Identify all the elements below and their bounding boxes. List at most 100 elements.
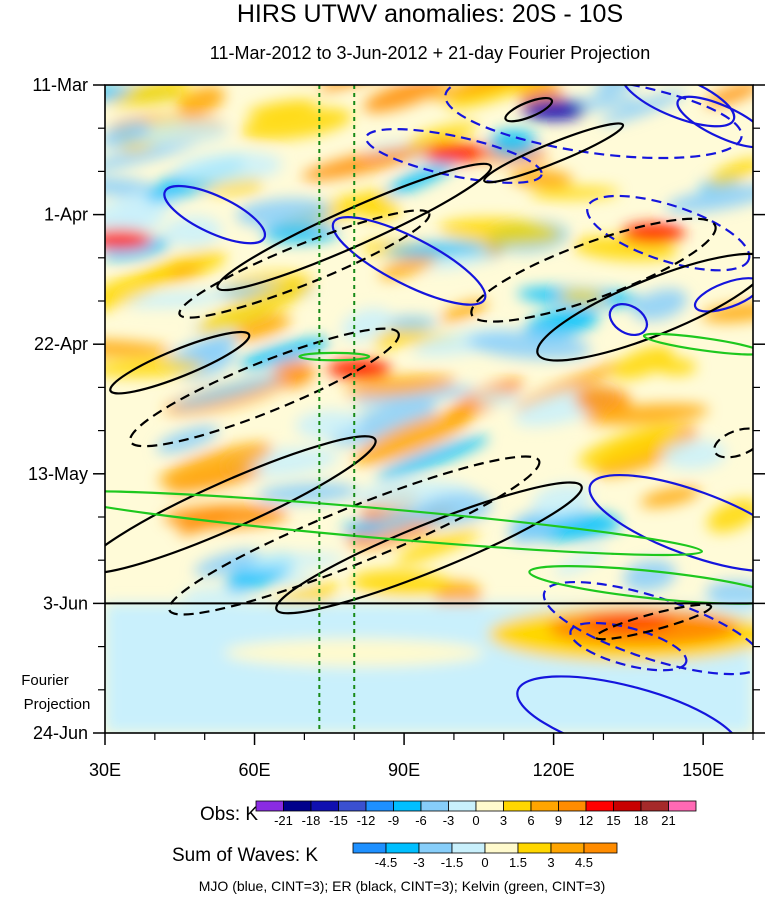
colorbar-swatch	[668, 800, 697, 812]
colorbar-tick-label: 6	[527, 813, 534, 828]
er-contour-22	[167, 455, 541, 616]
colorbar-swatch	[550, 842, 585, 854]
er-contour-13	[216, 162, 493, 292]
y-tick-label: 22-Apr	[34, 334, 88, 354]
colorbar-tick-label: 0	[472, 813, 479, 828]
colorbar-tick-label: -21	[274, 813, 293, 828]
y-tick-label: 11-Mar	[32, 75, 88, 95]
mjo-contour-9	[588, 473, 753, 573]
y-tick-label: 3-Jun	[43, 593, 88, 613]
reference-lines	[105, 85, 753, 733]
colorbar-tick-label: -1.5	[441, 855, 463, 870]
colorbar-swatch	[255, 800, 284, 812]
colorbar-swatch	[420, 800, 449, 812]
x-tick-label: 120E	[533, 760, 575, 780]
kelvin-contour-29	[298, 351, 371, 362]
colorbar-swatch	[418, 842, 453, 854]
er-contour-16	[178, 209, 431, 319]
mjo-contour-8	[693, 277, 753, 313]
kelvin-contour-27	[528, 565, 753, 605]
colorbar-tick-label: -12	[357, 813, 376, 828]
er-contour-15	[504, 96, 554, 123]
chart-title: HIRS UTWV anomalies: 20S - 10S	[237, 0, 623, 28]
er-contour-20	[129, 327, 400, 448]
fourier-label-line1: Fourier	[21, 672, 69, 689]
er-contour-21	[105, 435, 377, 575]
wave-contours	[105, 85, 753, 733]
plot-frame	[104, 84, 754, 734]
kelvin-contour-26	[105, 490, 704, 557]
colorbar-tick-label: -6	[415, 813, 427, 828]
y-axis: 11-Mar 1-Apr 22-Apr 13-May 3-Jun 24-Jun	[28, 75, 765, 743]
y-tick-label: 13-May	[28, 464, 88, 484]
mjo-contour-0	[621, 85, 736, 128]
mjo-contour-7	[608, 302, 649, 337]
colorbar-swatch	[393, 800, 422, 812]
mjo-contour-12	[516, 675, 741, 733]
er-contour-23	[275, 481, 583, 615]
colorbar-tick-label: 15	[606, 813, 620, 828]
x-tick-label: 60E	[239, 760, 271, 780]
colorbar-swatch	[448, 800, 477, 812]
colorbar-tick-label: 9	[555, 813, 562, 828]
colorbar-tick-label: 3	[500, 813, 507, 828]
colorbar-swatch	[530, 800, 559, 812]
colorbar-tick-label: 18	[634, 813, 648, 828]
colorbar-swatch	[451, 842, 486, 854]
x-axis: 30E 60E 90E 120E 150E	[89, 733, 754, 780]
colorbar-swatch	[475, 800, 504, 812]
colorbar-swatch	[283, 800, 312, 812]
colorbar-tick-label: -18	[302, 813, 321, 828]
chart-subtitle: 11-Mar-2012 to 3-Jun-2012 + 21-day Fouri…	[210, 43, 650, 63]
mjo-contour-1	[676, 95, 753, 149]
mjo-contour-5	[364, 128, 543, 184]
colorbar-swatch	[484, 842, 519, 854]
colorbar-tick-label: -9	[388, 813, 400, 828]
kelvin-contour-28	[642, 332, 753, 356]
obs-colorbar: -21 -18 -15 -12 -9 -6 -3 0 3 6 9 12 15 18 21	[255, 800, 697, 828]
colorbar-tick-label: -4.5	[375, 855, 397, 870]
mjo-contour-2	[163, 184, 267, 245]
er-contour-25	[594, 603, 713, 641]
x-tick-label: 150E	[682, 760, 724, 780]
colorbar-swatch	[583, 842, 618, 854]
colorbar-swatch	[517, 842, 552, 854]
colorbar-swatch	[640, 800, 669, 812]
mjo-contour-4	[444, 85, 743, 160]
colorbar-swatch	[365, 800, 394, 812]
plot-area	[104, 84, 754, 734]
mjo-contour-6	[586, 194, 751, 272]
colorbar-tick-label: 1.5	[509, 855, 527, 870]
colorbar-tick-label: 3	[547, 855, 554, 870]
mjo-contour-3	[331, 216, 487, 306]
waves-colorbar-label: Sum of Waves: K	[172, 845, 318, 866]
er-contour-14	[483, 122, 625, 184]
contour-legend-caption: MJO (blue, CINT=3); ER (black, CINT=3); …	[199, 878, 606, 894]
y-tick-label: 24-Jun	[33, 723, 88, 743]
colorbar-tick-label: -15	[329, 813, 348, 828]
colorbar-tick-label: 21	[661, 813, 675, 828]
colorbar-swatch	[310, 800, 339, 812]
colorbar-swatch	[385, 842, 420, 854]
er-contour-18	[536, 252, 753, 362]
colorbar-tick-label: -3	[443, 813, 455, 828]
colorbar-tick-label: -3	[413, 855, 425, 870]
colorbar-swatch	[558, 800, 587, 812]
er-contour-19	[109, 330, 251, 395]
colorbar-tick-label: 12	[579, 813, 593, 828]
colorbar-swatch	[338, 800, 367, 812]
x-tick-label: 90E	[388, 760, 420, 780]
obs-colorbar-label: Obs: K	[200, 804, 258, 825]
er-contour-17	[470, 217, 717, 323]
colorbar-swatch	[585, 800, 614, 812]
y-tick-label: 1-Apr	[44, 205, 88, 225]
waves-colorbar: -4.5 -3 -1.5 0 1.5 3 4.5	[352, 842, 618, 870]
x-tick-label: 30E	[89, 760, 121, 780]
colorbar-tick-label: 0	[481, 855, 488, 870]
colorbar-swatch	[503, 800, 532, 812]
colorbar-swatch	[352, 842, 387, 854]
er-contour-24	[713, 427, 753, 459]
mjo-contour-11	[569, 621, 688, 672]
fourier-label-line2: Projection	[24, 696, 91, 713]
